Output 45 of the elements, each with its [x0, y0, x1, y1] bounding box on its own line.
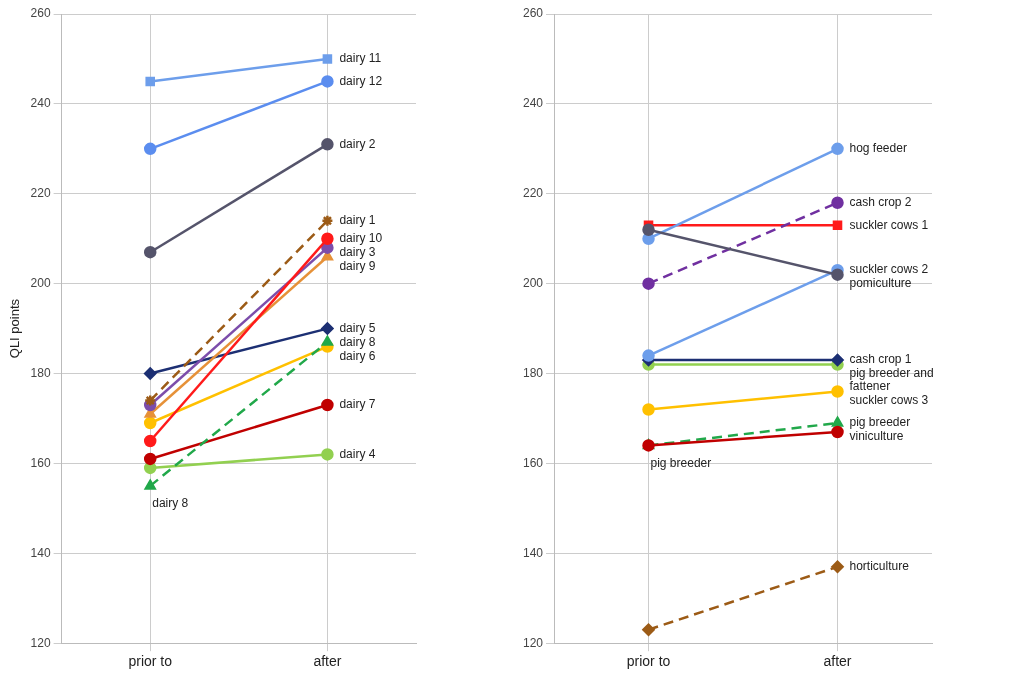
x-tick-label: after	[823, 653, 852, 670]
series-label: hog feeder	[849, 141, 907, 156]
series-label: suckler cows 1	[849, 217, 929, 232]
series-label: cash crop 2	[849, 195, 912, 210]
series-label: dairy 2	[339, 136, 376, 151]
x-tick-label: prior to	[128, 653, 173, 670]
series-label: dairy 11	[339, 51, 382, 66]
series-label: dairy 5	[339, 320, 376, 335]
series-label: dairy 4	[339, 446, 376, 461]
y-tick-label: 120	[30, 635, 51, 650]
annotation: pig breeder	[650, 455, 712, 470]
y-tick-label: 240	[522, 96, 544, 111]
y-tick-label: 160	[522, 455, 544, 470]
y-tick-label: 180	[30, 365, 51, 380]
series-label: dairy 9	[339, 259, 376, 274]
series-label: dairy 10	[339, 231, 383, 246]
series-label: dairy 8	[339, 334, 376, 349]
series-label: cash crop 1	[849, 352, 912, 367]
y-tick-label: 160	[30, 455, 51, 470]
y-tick-label: 220	[30, 186, 51, 201]
y-tick-label: 140	[522, 545, 544, 560]
series-label: dairy 12	[339, 73, 383, 88]
series-label: dairy 3	[339, 245, 376, 260]
series-label: suckler cows 3	[849, 393, 929, 408]
x-tick-label: after	[313, 653, 342, 670]
series-label: dairy 1	[339, 213, 376, 228]
y-tick-label: 240	[30, 96, 51, 111]
y-tick-label: 220	[522, 186, 544, 201]
annotation: dairy 8	[152, 496, 189, 511]
y-tick-label: 200	[522, 275, 544, 290]
series-label: viniculture	[849, 429, 904, 444]
y-tick-label: 180	[522, 365, 544, 380]
x-tick-label: prior to	[626, 653, 671, 670]
series-label: pomiculture	[849, 276, 912, 291]
y-tick-label: 120	[522, 635, 544, 650]
y-tick-label: 260	[30, 6, 51, 21]
y-tick-label: 140	[30, 545, 51, 560]
series-label: dairy 7	[339, 397, 376, 412]
y-tick-label: 200	[30, 275, 51, 290]
y-tick-label: 260	[522, 6, 544, 21]
y-axis-title: QLI points	[7, 298, 23, 359]
series-label: dairy 6	[339, 348, 376, 363]
series-label: horticulture	[849, 559, 910, 574]
series-label: suckler cows 2	[849, 262, 929, 277]
series-label: pig breeder	[849, 415, 911, 430]
